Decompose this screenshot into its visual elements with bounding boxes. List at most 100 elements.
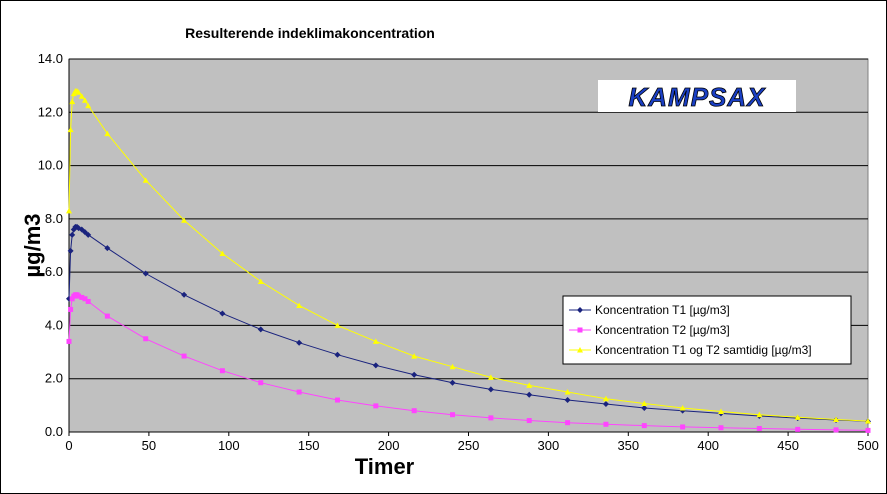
data-point [334, 351, 341, 358]
logo-text: KAMPSAX [628, 82, 766, 112]
x-tick-labels: 0 50 100 150 200 250 300 350 400 450 500 [65, 432, 879, 453]
data-point [67, 247, 74, 254]
data-point [104, 130, 111, 137]
data-point [296, 339, 303, 346]
data-point [142, 270, 149, 277]
data-point [75, 89, 82, 95]
data-point [865, 427, 871, 433]
data-point [577, 327, 583, 333]
data-point [296, 389, 302, 395]
data-point [865, 418, 871, 424]
legend-box [562, 295, 852, 365]
x-tick-label: 50 [142, 438, 156, 453]
data-point [85, 102, 92, 109]
data-point [296, 302, 303, 308]
data-point [680, 424, 686, 430]
data-point [69, 98, 76, 105]
y-tick-label: 12.0 [38, 104, 63, 119]
data-point [526, 382, 533, 388]
y-tick-label: 14.0 [38, 51, 63, 66]
data-point [334, 397, 340, 403]
data-point [564, 397, 571, 404]
logo-background [598, 80, 796, 112]
data-point [181, 353, 187, 359]
y-tick-labels: 0.0 2.0 4.0 6.0 8.0 10.0 12.0 14.0 [38, 51, 63, 439]
legend-entry: Koncentration T1 og T2 samtidig [µg/m3] [595, 343, 812, 357]
data-point [833, 427, 839, 433]
data-point [795, 426, 801, 432]
data-point [69, 231, 76, 238]
data-point [603, 421, 609, 427]
data-point [85, 298, 91, 304]
y-axis-label: µg/m3 [20, 213, 45, 277]
plot-area [68, 58, 869, 433]
x-tick-label: 250 [458, 438, 480, 453]
data-point [68, 306, 74, 312]
data-point [411, 408, 417, 414]
y-tick-label: 8.0 [45, 211, 63, 226]
data-point [66, 207, 72, 214]
data-point [641, 405, 648, 412]
chart-title: Resulterende indeklimakoncentration [185, 25, 435, 41]
data-point [372, 362, 379, 369]
data-point [526, 391, 533, 398]
data-point [104, 313, 110, 319]
data-point [756, 426, 762, 432]
data-point [450, 412, 456, 418]
legend: Koncentration T1 [µg/m3] Koncentration T2… [562, 295, 852, 365]
data-point [373, 403, 379, 409]
series-1 [66, 223, 871, 425]
data-point [602, 395, 609, 402]
data-point [78, 93, 85, 99]
y-tick-label: 4.0 [45, 317, 63, 332]
data-point [565, 420, 571, 426]
series-3 [66, 87, 871, 424]
x-tick-label: 400 [697, 438, 719, 453]
data-point [526, 418, 532, 424]
series-layer [66, 87, 871, 433]
data-point [257, 326, 264, 333]
series-2 [66, 292, 871, 433]
legend-entry: Koncentration T1 [µg/m3] [595, 303, 730, 317]
data-point [69, 296, 75, 302]
x-tick-label: 0 [65, 438, 72, 453]
data-point [372, 338, 379, 344]
data-point [143, 336, 149, 342]
data-point [219, 368, 225, 374]
data-point [258, 380, 264, 386]
data-point [67, 126, 74, 133]
data-point [679, 405, 686, 411]
data-point [833, 416, 840, 422]
data-point [82, 296, 88, 302]
data-point [577, 347, 583, 353]
data-point [577, 307, 583, 313]
data-point [334, 322, 341, 328]
data-point [219, 310, 226, 317]
x-tick-label: 150 [298, 438, 320, 453]
data-point [487, 374, 494, 380]
data-point [449, 379, 456, 386]
data-point [257, 278, 264, 284]
x-tick-label: 300 [538, 438, 560, 453]
data-point [488, 415, 494, 421]
x-tick-label: 350 [617, 438, 639, 453]
y-tick-label: 6.0 [45, 264, 63, 279]
x-tick-label: 500 [857, 438, 879, 453]
data-point [411, 371, 418, 378]
data-point [142, 177, 149, 183]
data-point [79, 294, 85, 300]
data-point [181, 291, 188, 298]
x-tick-label: 200 [378, 438, 400, 453]
y-tick-label: 0.0 [45, 424, 63, 439]
data-point [641, 423, 647, 429]
data-point [564, 389, 571, 395]
data-point [411, 353, 418, 359]
data-point [717, 408, 724, 414]
data-point [104, 245, 111, 252]
data-point [66, 338, 72, 344]
data-point [76, 293, 82, 299]
kampsax-logo: KAMPSAX [598, 80, 796, 112]
x-axis-label: Timer [355, 454, 415, 479]
data-point [718, 425, 724, 431]
